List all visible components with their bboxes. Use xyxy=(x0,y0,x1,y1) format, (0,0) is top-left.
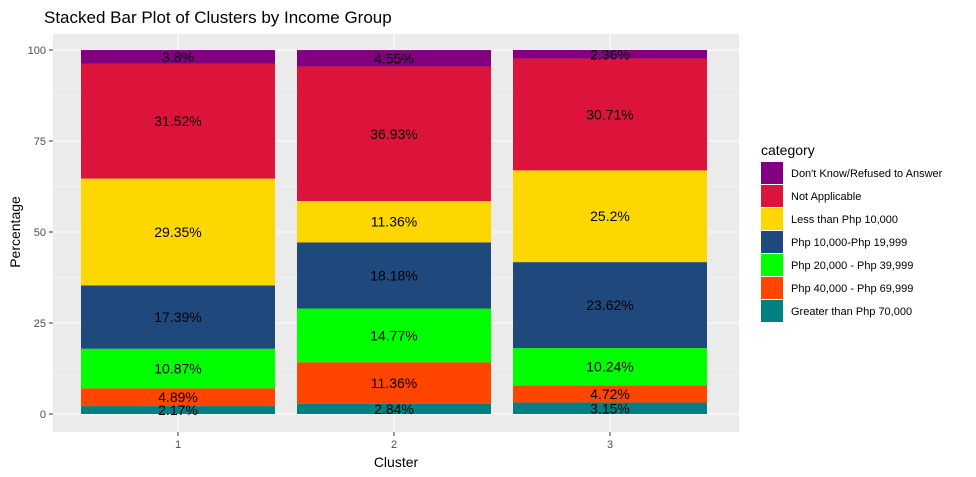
data-label: 17.39% xyxy=(154,309,201,325)
legend: category Don't Know/Refused to Answer Not… xyxy=(761,142,943,322)
data-label: 2.17% xyxy=(158,402,198,418)
legend-item: Not Applicable xyxy=(761,185,861,207)
bar-segment xyxy=(81,178,275,286)
data-label: 10.87% xyxy=(154,361,201,377)
legend-label: Don't Know/Refused to Answer xyxy=(791,168,943,180)
legend-label: Php 10,000-Php 19,999 xyxy=(791,237,907,249)
data-label: 3.8% xyxy=(162,49,194,65)
y-axis: 0 25 50 75 100 xyxy=(28,45,53,421)
x-axis-title: Cluster xyxy=(374,454,419,470)
x-tick-label: 3 xyxy=(607,439,613,451)
legend-swatch xyxy=(761,300,783,322)
bar-segment xyxy=(513,348,707,386)
y-tick-label: 25 xyxy=(34,318,46,330)
chart-title: Stacked Bar Plot of Clusters by Income G… xyxy=(44,8,392,27)
y-axis-title: Percentage xyxy=(7,196,23,268)
data-label: 11.36% xyxy=(371,214,417,230)
bar-segment xyxy=(81,348,275,389)
data-label: 23.62% xyxy=(586,297,633,313)
data-label: 30.71% xyxy=(586,106,633,122)
legend-swatch xyxy=(761,185,783,207)
bar-segment xyxy=(297,66,491,202)
bar-segment xyxy=(513,170,707,263)
bar-segment xyxy=(81,388,275,407)
data-labels: 2.17%4.89% 10.87% 17.39% 29.35% 31.52% 3.8% 2.… xyxy=(154,46,633,418)
data-label: 2.84% xyxy=(374,401,414,417)
legend-item: Php 40,000 - Php 69,999 xyxy=(761,277,913,299)
y-tick-label: 75 xyxy=(34,136,46,148)
data-label: 3.15% xyxy=(590,400,630,416)
data-label: 18.18% xyxy=(370,267,417,283)
y-tick-label: 100 xyxy=(28,45,46,57)
legend-item: Don't Know/Refused to Answer xyxy=(761,162,943,184)
bar-segment xyxy=(513,262,707,349)
legend-swatch xyxy=(761,231,783,253)
legend-label: Php 40,000 - Php 69,999 xyxy=(791,283,913,295)
legend-title: category xyxy=(761,142,815,158)
legend-label: Less than Php 10,000 xyxy=(791,214,898,226)
bar-segment xyxy=(297,308,491,363)
bar-segment xyxy=(297,362,491,404)
data-label: 4.72% xyxy=(590,386,630,402)
legend-item: Greater than Php 70,000 xyxy=(761,300,912,322)
data-label: 36.93% xyxy=(370,126,417,142)
bar-segment xyxy=(81,285,275,349)
legend-label: Greater than Php 70,000 xyxy=(791,306,912,318)
bar-segment xyxy=(513,385,707,403)
legend-swatch xyxy=(761,277,783,299)
bar-segment xyxy=(513,50,707,59)
legend-item: Php 20,000 - Php 39,999 xyxy=(761,254,913,276)
bar-segment xyxy=(297,50,491,67)
legend-item: Less than Php 10,000 xyxy=(761,208,898,230)
legend-swatch xyxy=(761,162,783,184)
bar-segment xyxy=(297,242,491,309)
data-label: 4.55% xyxy=(374,50,414,66)
data-label: 25.2% xyxy=(590,208,630,224)
data-label: 31.52% xyxy=(154,113,201,129)
y-tick-label: 0 xyxy=(40,409,46,421)
y-tick-label: 50 xyxy=(34,227,46,239)
bar-segment xyxy=(81,406,275,414)
legend-item: Php 10,000-Php 19,999 xyxy=(761,231,907,253)
bar-segment xyxy=(81,50,275,64)
legend-label: Php 20,000 - Php 39,999 xyxy=(791,260,913,272)
bar-segment xyxy=(81,63,275,179)
x-axis: 1 2 3 xyxy=(175,432,613,451)
data-label: 2.36% xyxy=(590,46,630,62)
legend-swatch xyxy=(761,254,783,276)
bar-segment xyxy=(513,402,707,414)
legend-label: Not Applicable xyxy=(791,191,861,203)
legend-swatch xyxy=(761,208,783,230)
data-label: 4.89% xyxy=(158,389,198,405)
data-label: 11.36% xyxy=(371,375,417,391)
x-tick-label: 1 xyxy=(175,439,181,451)
bar-segment xyxy=(297,201,491,243)
data-label: 29.35% xyxy=(154,224,201,240)
x-tick-label: 2 xyxy=(391,439,397,451)
bar-segment xyxy=(297,403,491,414)
data-label: 10.24% xyxy=(586,359,633,375)
data-label: 14.77% xyxy=(370,327,417,343)
bars xyxy=(81,50,707,414)
bar-segment xyxy=(513,58,707,171)
